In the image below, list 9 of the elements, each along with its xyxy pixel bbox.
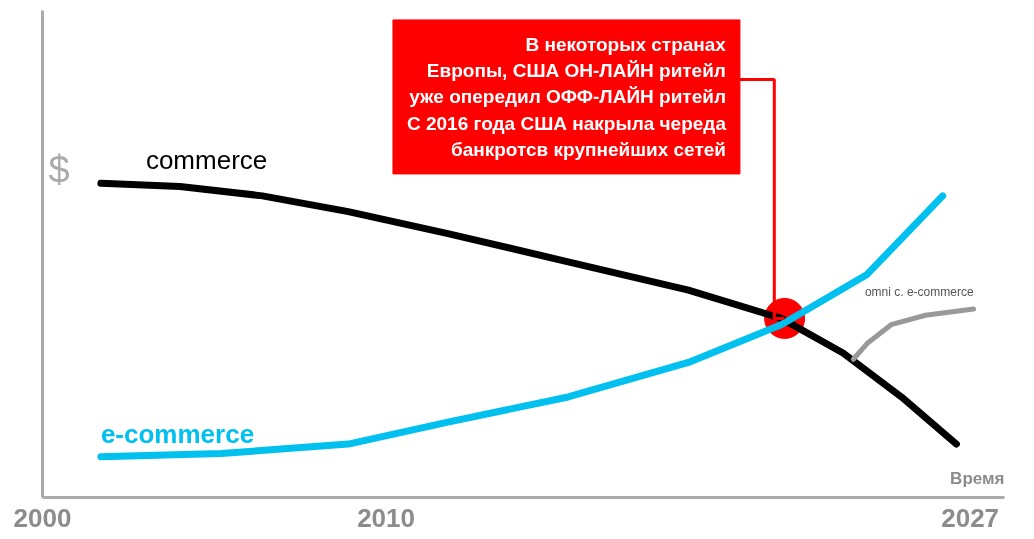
x-tick-label: 2000	[13, 502, 72, 533]
series-label: e-commerce	[100, 418, 255, 449]
annotation: В некоторых странах Европы, США ОН-ЛАЙН ритейл уже опередил ОФФ-ЛАЙН ритейл С 2016 года США накрыла череда банкротсв крупнейших сетей	[406, 33, 727, 160]
series-label: omni c. e-commerce	[864, 284, 974, 299]
series-label: commerce	[145, 145, 268, 176]
y-axis-title: $	[48, 149, 70, 192]
x-axis-title: Время	[950, 468, 1005, 488]
x-tick-label: 2027	[941, 502, 1000, 533]
x-tick-label: 2010	[357, 502, 415, 533]
